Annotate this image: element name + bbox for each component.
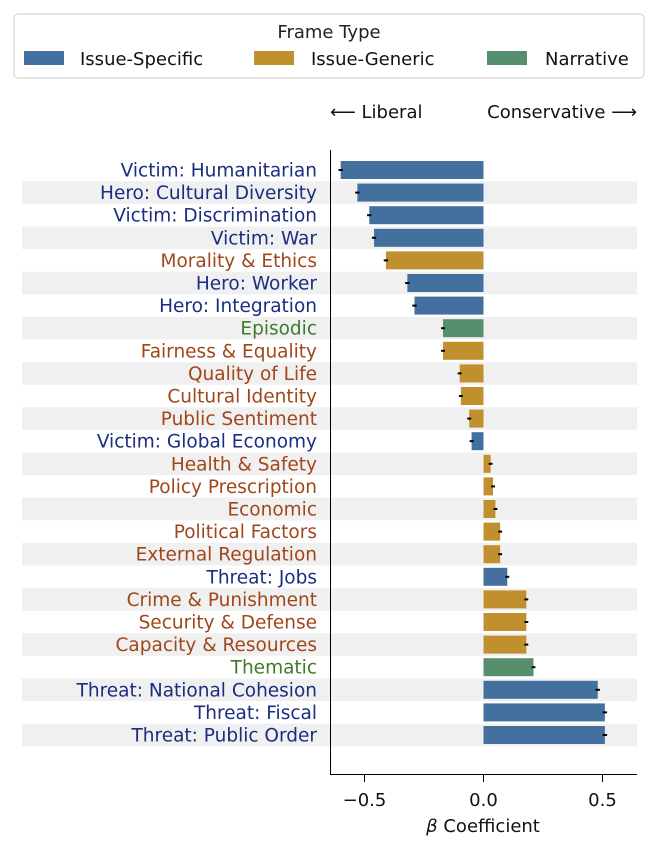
category-label-hero-integration: Hero: Integration xyxy=(159,296,317,317)
bar-political-factors xyxy=(483,522,501,541)
row-stripe xyxy=(22,588,637,611)
direction-label-conservative: Conservative ⟶ xyxy=(487,102,637,123)
category-label-quality-of-life: Quality of Life xyxy=(188,364,317,385)
category-label-health-safety: Health & Safety xyxy=(171,454,317,475)
legend-swatch-narrative xyxy=(487,51,527,65)
category-label-capacity-resources: Capacity & Resources xyxy=(115,635,317,656)
category-label-threat-fiscal: Threat: Fiscal xyxy=(193,703,317,724)
category-label-political-factors: Political Factors xyxy=(174,522,317,543)
bars xyxy=(340,161,605,744)
category-label-victim-war: Victim: War xyxy=(211,228,318,249)
legend: Frame Type Issue-Specific Issue-Generic Na… xyxy=(13,13,645,79)
category-label-public-sentiment: Public Sentiment xyxy=(161,409,317,430)
legend-entries: Issue-Specific Issue-Generic Narrative xyxy=(24,49,629,70)
bar-cultural-identity xyxy=(460,387,484,405)
category-label-victim-humanitarian: Victim: Humanitarian xyxy=(121,161,317,182)
legend-label-issue-specific: Issue-Specific xyxy=(80,49,203,70)
row-stripe xyxy=(22,452,637,476)
row-stripe xyxy=(22,497,637,521)
bar-morality-ethics xyxy=(385,251,484,270)
row-stripe xyxy=(22,271,637,295)
category-label-threat-jobs: Threat: Jobs xyxy=(206,567,317,588)
error-bars xyxy=(338,169,608,736)
bar-victim-discrimination xyxy=(369,206,484,225)
row-stripe xyxy=(22,678,637,702)
legend-label-issue-generic: Issue-Generic xyxy=(311,49,435,70)
bar-security-defense xyxy=(483,613,527,631)
legend-swatch-issue-specific xyxy=(24,51,64,65)
x-axis-label: β Coefficient xyxy=(425,816,540,837)
category-label-morality-ethics: Morality & Ethics xyxy=(160,251,317,272)
legend-swatch-issue-generic xyxy=(254,51,294,65)
category-label-hero-worker: Hero: Worker xyxy=(196,274,317,295)
bar-victim-global-economy xyxy=(471,432,484,451)
category-label-crime-punishment: Crime & Punishment xyxy=(127,590,317,611)
category-label-episodic: Episodic xyxy=(240,319,317,340)
bar-hero-worker xyxy=(407,274,484,292)
legend-frame xyxy=(13,13,645,79)
bar-episodic xyxy=(443,319,484,338)
bar-hero-cultural-diversity xyxy=(357,183,484,202)
bar-health-safety xyxy=(483,454,491,473)
bar-threat-national-cohesion xyxy=(483,680,598,699)
row-stripe xyxy=(22,542,637,566)
category-label-cultural-identity: Cultural Identity xyxy=(167,387,317,408)
bar-victim-humanitarian xyxy=(340,161,484,179)
row-stripe xyxy=(22,633,637,656)
category-label-external-regulation: External Regulation xyxy=(136,545,317,566)
row-stripe xyxy=(22,407,637,430)
bar-external-regulation xyxy=(483,545,501,564)
bar-threat-jobs xyxy=(483,567,508,586)
category-label-security-defense: Security & Defense xyxy=(139,613,317,634)
row-stripe xyxy=(22,362,637,385)
row-stripe xyxy=(22,316,637,340)
legend-label-narrative: Narrative xyxy=(545,49,629,70)
category-label-hero-cultural-diversity: Hero: Cultural Diversity xyxy=(100,183,317,204)
category-label-threat-public-order: Threat: Public Order xyxy=(130,726,317,747)
bar-threat-fiscal xyxy=(483,703,605,722)
x-tick-label: 0.0 xyxy=(469,790,498,811)
legend-title: Frame Type xyxy=(277,22,380,43)
row-stripes xyxy=(22,181,637,747)
category-label-economic: Economic xyxy=(227,500,317,521)
bar-public-sentiment xyxy=(469,409,484,428)
bar-policy-prescription xyxy=(483,477,494,496)
bar-victim-war xyxy=(374,228,484,247)
bar-economic xyxy=(483,500,496,518)
row-stripe xyxy=(22,723,637,747)
bar-fairness-equality xyxy=(443,341,484,360)
bar-quality-of-life xyxy=(459,364,484,383)
category-label-victim-global-economy: Victim: Global Economy xyxy=(97,432,317,453)
bar-thematic xyxy=(483,658,534,677)
category-label-threat-national-cohesion: Threat: National Cohesion xyxy=(76,680,317,701)
category-label-thematic: Thematic xyxy=(230,658,317,679)
row-stripe xyxy=(22,226,637,250)
direction-label-liberal: ⟵ Liberal xyxy=(330,102,423,123)
x-tick-label: 0.5 xyxy=(588,790,617,811)
category-label-fairness-equality: Fairness & Equality xyxy=(141,341,317,362)
bar-crime-punishment xyxy=(483,590,527,609)
bar-hero-integration xyxy=(414,296,484,315)
bar-threat-public-order xyxy=(483,726,605,744)
bar-capacity-resources xyxy=(483,635,527,654)
category-label-policy-prescription: Policy Prescription xyxy=(149,477,317,498)
x-tick-label: −0.5 xyxy=(343,790,387,811)
category-label-victim-discrimination: Victim: Discrimination xyxy=(113,206,317,227)
x-axis-ticks: −0.5 0.0 0.5 xyxy=(343,775,617,811)
